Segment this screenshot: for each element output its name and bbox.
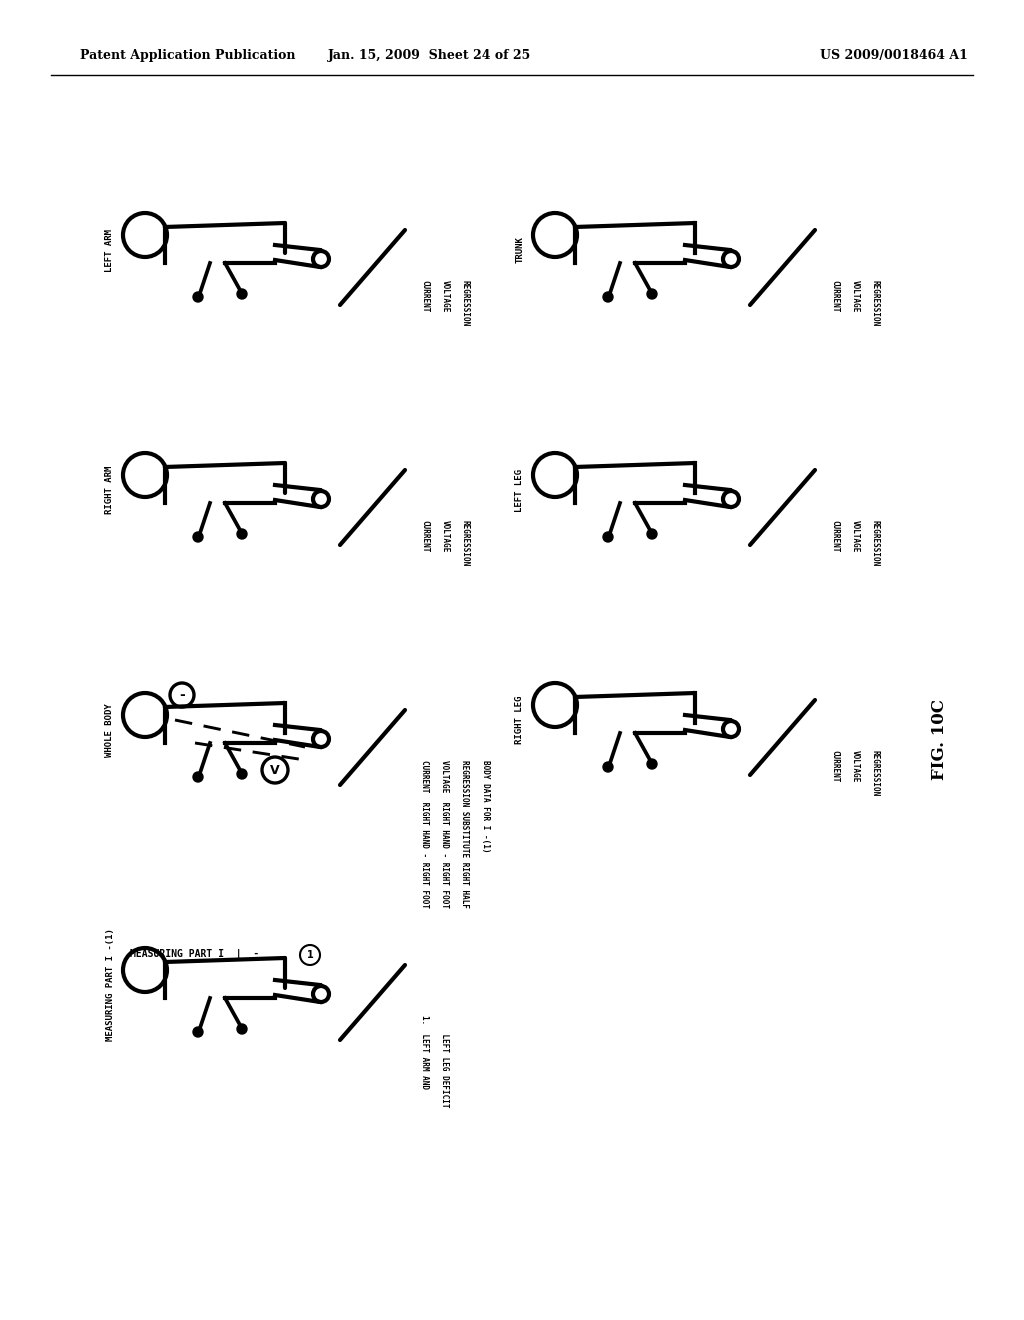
Text: MEASURING PART I -(1): MEASURING PART I -(1) [105,928,115,1041]
Text: WHOLE BODY: WHOLE BODY [105,704,115,756]
Text: -: - [179,688,185,702]
Text: US 2009/0018464 A1: US 2009/0018464 A1 [820,49,968,62]
Circle shape [603,762,613,772]
Text: REGRESSION: REGRESSION [870,520,880,566]
Text: CURRENT: CURRENT [830,280,840,313]
Text: CURRENT  RIGHT HAND - RIGHT FOOT: CURRENT RIGHT HAND - RIGHT FOOT [421,760,429,908]
Circle shape [647,289,657,300]
Text: VOLTAGE: VOLTAGE [851,750,859,783]
Text: V: V [270,763,280,776]
Text: CURRENT: CURRENT [421,520,429,552]
Circle shape [237,770,247,779]
Circle shape [647,759,657,770]
Text: LEFT LEG DEFICIT: LEFT LEG DEFICIT [440,1015,450,1107]
Text: BODY DATA FOR I -(1): BODY DATA FOR I -(1) [480,760,489,853]
Text: VOLTAGE: VOLTAGE [851,520,859,552]
Text: CURRENT: CURRENT [830,520,840,552]
Text: REGRESSION: REGRESSION [870,280,880,326]
Text: TRUNK: TRUNK [515,236,524,264]
Text: LEFT ARM: LEFT ARM [105,228,115,272]
Circle shape [603,292,613,302]
Text: RIGHT LEG: RIGHT LEG [515,696,524,744]
Text: CURRENT: CURRENT [421,280,429,313]
Circle shape [193,292,203,302]
Text: Jan. 15, 2009  Sheet 24 of 25: Jan. 15, 2009 Sheet 24 of 25 [329,49,531,62]
Text: CURRENT: CURRENT [830,750,840,783]
Circle shape [193,772,203,781]
Circle shape [237,529,247,539]
Circle shape [193,532,203,543]
Text: RIGHT ARM: RIGHT ARM [105,466,115,515]
Text: LEFT LEG: LEFT LEG [515,469,524,511]
Text: REGRESSION: REGRESSION [461,520,469,566]
Circle shape [647,529,657,539]
Text: VOLTAGE: VOLTAGE [851,280,859,313]
Circle shape [603,532,613,543]
Text: MEASURING PART I  |  -: MEASURING PART I | - [130,949,259,961]
Text: VOLTAGE  RIGHT HAND - RIGHT FOOT: VOLTAGE RIGHT HAND - RIGHT FOOT [440,760,450,908]
Text: REGRESSION SUBSTITUTE RIGHT HALF: REGRESSION SUBSTITUTE RIGHT HALF [461,760,469,908]
Circle shape [237,289,247,300]
Text: VOLTAGE: VOLTAGE [440,280,450,313]
Text: 1.  LEFT ARM AND: 1. LEFT ARM AND [421,1015,429,1089]
Text: Patent Application Publication: Patent Application Publication [80,49,296,62]
Circle shape [193,1027,203,1038]
Text: 1: 1 [306,950,313,960]
Circle shape [237,1024,247,1034]
Text: REGRESSION: REGRESSION [461,280,469,326]
Text: FIG. 10C: FIG. 10C [932,700,948,780]
Text: REGRESSION: REGRESSION [870,750,880,796]
Text: VOLTAGE: VOLTAGE [440,520,450,552]
